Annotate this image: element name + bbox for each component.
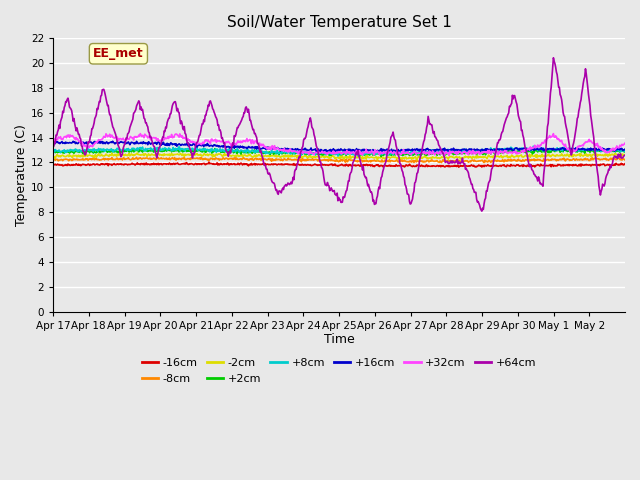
Text: EE_met: EE_met [93, 47, 144, 60]
X-axis label: Time: Time [324, 334, 355, 347]
Legend: -16cm, -8cm, -2cm, +2cm, +8cm, +16cm, +32cm, +64cm: -16cm, -8cm, -2cm, +2cm, +8cm, +16cm, +3… [138, 354, 541, 388]
Title: Soil/Water Temperature Set 1: Soil/Water Temperature Set 1 [227, 15, 451, 30]
Y-axis label: Temperature (C): Temperature (C) [15, 124, 28, 226]
